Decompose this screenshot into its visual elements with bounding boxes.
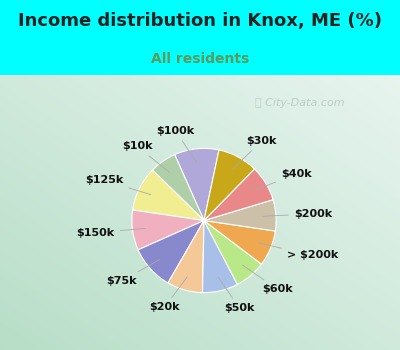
Wedge shape xyxy=(175,148,219,220)
Wedge shape xyxy=(168,220,204,293)
Wedge shape xyxy=(204,169,273,220)
Text: $50k: $50k xyxy=(218,278,255,313)
Text: $75k: $75k xyxy=(106,259,160,286)
Text: Income distribution in Knox, ME (%): Income distribution in Knox, ME (%) xyxy=(18,12,382,30)
Text: $150k: $150k xyxy=(76,228,146,238)
Wedge shape xyxy=(204,199,276,231)
Text: > $200k: > $200k xyxy=(258,243,338,260)
Wedge shape xyxy=(204,220,275,264)
Text: $60k: $60k xyxy=(242,265,293,294)
Text: $125k: $125k xyxy=(85,175,151,195)
Wedge shape xyxy=(133,170,204,220)
Text: All residents: All residents xyxy=(151,52,249,66)
Wedge shape xyxy=(138,220,204,283)
Wedge shape xyxy=(204,150,254,220)
Wedge shape xyxy=(202,220,238,293)
Wedge shape xyxy=(132,210,204,250)
Text: $20k: $20k xyxy=(149,277,187,312)
Wedge shape xyxy=(204,220,262,285)
Text: $10k: $10k xyxy=(122,141,170,173)
Text: ⓘ City-Data.com: ⓘ City-Data.com xyxy=(255,98,345,108)
Text: $200k: $200k xyxy=(263,209,332,219)
Wedge shape xyxy=(152,155,204,220)
Text: $30k: $30k xyxy=(232,136,277,169)
Text: $40k: $40k xyxy=(255,169,312,190)
Text: $100k: $100k xyxy=(156,126,196,162)
